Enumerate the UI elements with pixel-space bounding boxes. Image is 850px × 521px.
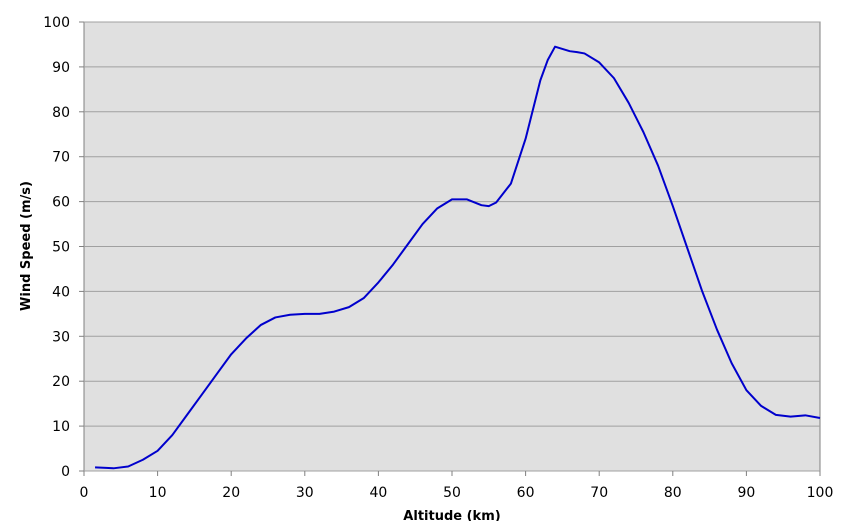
y-tick-label: 100: [43, 15, 70, 31]
y-tick-label: 10: [52, 419, 70, 435]
x-tick-label: 80: [664, 485, 682, 501]
x-tick-label: 20: [222, 485, 240, 501]
y-tick-label: 90: [52, 60, 70, 76]
x-tick-label: 30: [296, 485, 314, 501]
y-tick-label: 30: [52, 329, 70, 345]
x-tick-label: 60: [517, 485, 535, 501]
x-tick-label: 10: [149, 485, 167, 501]
y-tick-label: 60: [52, 195, 70, 211]
y-tick-label: 80: [52, 105, 70, 121]
y-tick-label: 0: [61, 464, 70, 480]
x-tick-label: 90: [737, 485, 755, 501]
y-tick-label: 40: [52, 284, 70, 300]
y-axis-label: Wind Speed (m/s): [19, 181, 34, 311]
x-tick-label: 40: [369, 485, 387, 501]
x-tick-label: 100: [807, 485, 834, 501]
data-line: [94, 45, 821, 470]
y-tick-label: 70: [52, 150, 70, 166]
y-tick-label: 20: [52, 374, 70, 390]
y-tick-label: 50: [52, 240, 70, 256]
x-axis-label: Altitude (km): [403, 509, 500, 521]
x-tick-label: 70: [590, 485, 608, 501]
x-tick-label: 50: [443, 485, 461, 501]
x-tick-label: 0: [80, 485, 89, 501]
